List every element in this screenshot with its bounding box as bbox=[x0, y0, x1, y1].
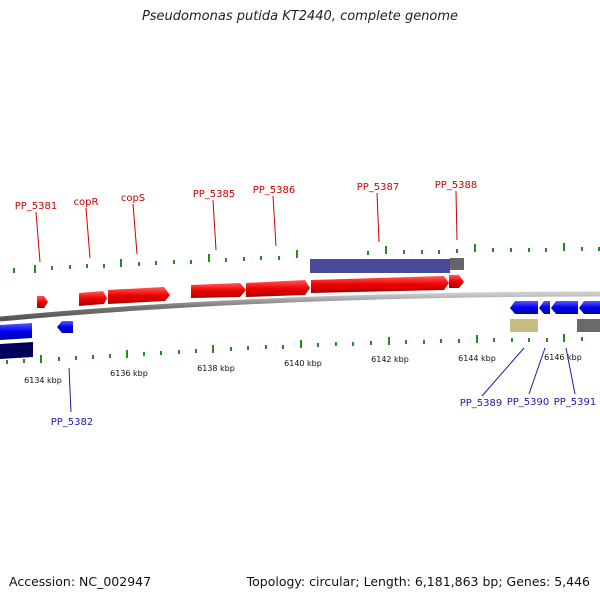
scale-label-6144: 6144 kbp bbox=[458, 354, 496, 363]
feature-bar-purple bbox=[310, 259, 450, 273]
label-pp5387[interactable]: PP_5387 bbox=[357, 182, 400, 193]
scale-label-6146: 6146 kbp bbox=[544, 353, 582, 362]
scale-label-6136: 6136 kbp bbox=[110, 369, 148, 378]
scale-label-6142: 6142 kbp bbox=[371, 355, 409, 364]
feature-khaki bbox=[510, 319, 538, 332]
label-pp5381[interactable]: PP_5381 bbox=[15, 201, 58, 212]
gene-left-blue-block[interactable] bbox=[0, 323, 32, 340]
map-title: Pseudomonas putida KT2440, complete geno… bbox=[141, 9, 459, 24]
label-copr[interactable]: copR bbox=[74, 197, 99, 208]
reverse-labels: PP_5382 PP_5389 PP_5390 PP_5391 bbox=[51, 397, 597, 428]
gene-pp5386-arrow[interactable] bbox=[246, 280, 310, 297]
forward-labels: PP_5381 copR copS PP_5385 PP_5386 PP_538… bbox=[15, 180, 478, 212]
outer-tick-row bbox=[13, 243, 600, 273]
gene-pp5390-arrow[interactable] bbox=[539, 301, 550, 314]
scale-label-6138: 6138 kbp bbox=[197, 364, 235, 373]
inner-tick-row bbox=[6, 334, 583, 364]
forward-genes bbox=[37, 275, 464, 308]
scale-label-6140: 6140 kbp bbox=[284, 359, 322, 368]
scale-label-6134: 6134 kbp bbox=[24, 376, 62, 385]
gene-pp5391-arrow[interactable] bbox=[551, 301, 578, 314]
gene-pp5388-arrow[interactable] bbox=[449, 275, 464, 288]
gene-pp5387-arrow[interactable] bbox=[311, 276, 449, 293]
gene-pp5381-arrow[interactable] bbox=[37, 296, 48, 308]
label-cops[interactable]: copS bbox=[121, 193, 145, 204]
label-pp5391[interactable]: PP_5391 bbox=[554, 397, 597, 408]
label-pp5390[interactable]: PP_5390 bbox=[507, 397, 550, 408]
accession-text: Accession: NC_002947 bbox=[9, 574, 152, 589]
gene-pp5382-arrow[interactable] bbox=[57, 321, 73, 333]
label-pp5386[interactable]: PP_5386 bbox=[253, 185, 296, 196]
label-pp5382[interactable]: PP_5382 bbox=[51, 417, 94, 428]
gene-copr-arrow[interactable] bbox=[79, 291, 107, 306]
label-pp5388[interactable]: PP_5388 bbox=[435, 180, 478, 191]
feature-bar-grey-end bbox=[450, 258, 464, 270]
feature-grey-right bbox=[577, 319, 600, 332]
reverse-genes bbox=[0, 301, 600, 359]
gene-right-edge-arrow[interactable] bbox=[579, 301, 600, 314]
scale-labels: 6134 kbp 6136 kbp 6138 kbp 6140 kbp 6142… bbox=[24, 353, 582, 385]
gene-cops-arrow[interactable] bbox=[108, 287, 170, 304]
reverse-leaders bbox=[68, 347, 576, 413]
gene-left-navy-block[interactable] bbox=[0, 342, 33, 359]
gene-pp5389-arrow[interactable] bbox=[510, 301, 538, 314]
genome-summary-text: Topology: circular; Length: 6,181,863 bp… bbox=[246, 574, 590, 589]
backbone-arc bbox=[0, 291, 600, 322]
label-pp5385[interactable]: PP_5385 bbox=[193, 189, 236, 200]
gene-pp5385-arrow[interactable] bbox=[191, 283, 246, 298]
label-pp5389[interactable]: PP_5389 bbox=[460, 398, 503, 409]
forward-leaders bbox=[35, 190, 458, 263]
